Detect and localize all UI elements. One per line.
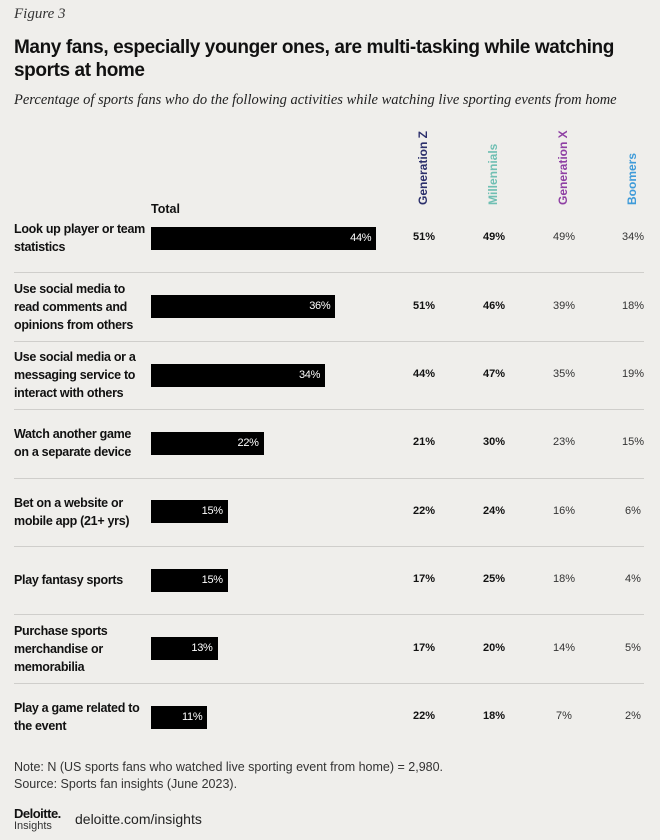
bar: 44%: [151, 226, 377, 250]
table-cell: 46%: [482, 299, 506, 312]
table-cell: 34%: [621, 231, 645, 244]
table-cell: 22%: [412, 710, 436, 722]
bar: 36%: [151, 295, 336, 319]
table-cell: 22%: [412, 504, 436, 517]
column-header: Boomers: [625, 152, 639, 205]
table-cell: 47%: [482, 368, 506, 380]
bar-label: 15%: [201, 573, 223, 586]
table-cell: 5%: [625, 641, 641, 654]
bar: 15%: [151, 500, 228, 524]
category-label: Bet on a website or mobile app (21+ yrs): [14, 495, 130, 528]
column-header: Generation Z: [416, 130, 430, 205]
table-cell: 35%: [552, 368, 576, 380]
category-label: Look up player or team statistics: [14, 222, 145, 255]
source: Source: Sports fan insights (June 2023).: [14, 777, 238, 791]
brand-sub: Insights: [14, 820, 52, 832]
table-cell: 25%: [482, 573, 506, 586]
bar: 15%: [151, 568, 228, 592]
table-cell: 14%: [552, 641, 576, 654]
table-cell: 18%: [621, 299, 645, 312]
bar: 13%: [151, 637, 218, 661]
table-cell: 49%: [552, 231, 576, 244]
table-cell: 23%: [552, 436, 576, 449]
total-header: Total: [151, 202, 180, 216]
category-label: Use social media or a messaging service …: [14, 350, 136, 400]
table-cell: 24%: [482, 504, 506, 517]
table-cell: 30%: [482, 436, 506, 449]
url: deloitte.com/insights: [75, 811, 202, 827]
table-cell: 18%: [482, 710, 506, 722]
table-cell: 20%: [482, 641, 506, 654]
table-cell: 7%: [556, 710, 572, 722]
table-cell: 15%: [621, 436, 645, 449]
category-label: Watch another game on a separate device: [14, 427, 132, 460]
row-separator: [14, 272, 644, 274]
bar-label: 13%: [191, 642, 213, 655]
row-separator: [14, 409, 644, 411]
category-label: Play a game related to the event: [14, 701, 140, 733]
row-separator: [14, 340, 644, 342]
table-cell: 51%: [412, 231, 436, 244]
category-label: Purchase sports merchandise or memorabil…: [14, 623, 108, 674]
table-cell: 39%: [552, 299, 576, 312]
bar: 34%: [151, 363, 326, 387]
table-cell: 18%: [552, 573, 576, 586]
row-separator: [14, 614, 644, 616]
table-cell: 17%: [412, 573, 436, 586]
column-header: Generation X: [556, 130, 570, 205]
table-cell: 16%: [552, 504, 576, 517]
bar-label: 34%: [298, 368, 321, 381]
bar-label: 11%: [182, 710, 203, 723]
column-header: Millennials: [486, 143, 500, 205]
category-label: Use social media to read comments and op…: [14, 281, 134, 332]
table-cell: 17%: [412, 641, 436, 654]
table-cell: 6%: [625, 504, 641, 517]
table-cell: 44%: [412, 368, 436, 380]
figure-label: Figure 3: [14, 6, 66, 22]
bar-label: 36%: [309, 300, 331, 313]
row-separator: [14, 546, 644, 547]
chart-title: Many fans, especially younger ones, are …: [14, 37, 614, 81]
note: Note: N (US sports fans who watched live…: [14, 760, 444, 774]
row-separator: [14, 682, 644, 684]
table-cell: 4%: [625, 573, 641, 586]
bar: 11%: [151, 705, 208, 729]
row-separator: [14, 477, 644, 479]
table-cell: 51%: [412, 299, 436, 312]
table-cell: 19%: [621, 368, 645, 380]
table-cell: 2%: [625, 710, 641, 722]
bar: 22%: [151, 431, 264, 455]
table-cell: 21%: [412, 436, 436, 449]
brand-logo: Deloitte.: [14, 806, 61, 821]
table-cell: 49%: [482, 231, 506, 244]
bar-label: 15%: [201, 505, 223, 518]
category-label: Play fantasy sports: [14, 573, 123, 588]
bar-label: 22%: [237, 436, 259, 449]
chart-subtitle: Percentage of sports fans who do the fol…: [14, 92, 617, 108]
bar-label: 44%: [350, 231, 372, 244]
